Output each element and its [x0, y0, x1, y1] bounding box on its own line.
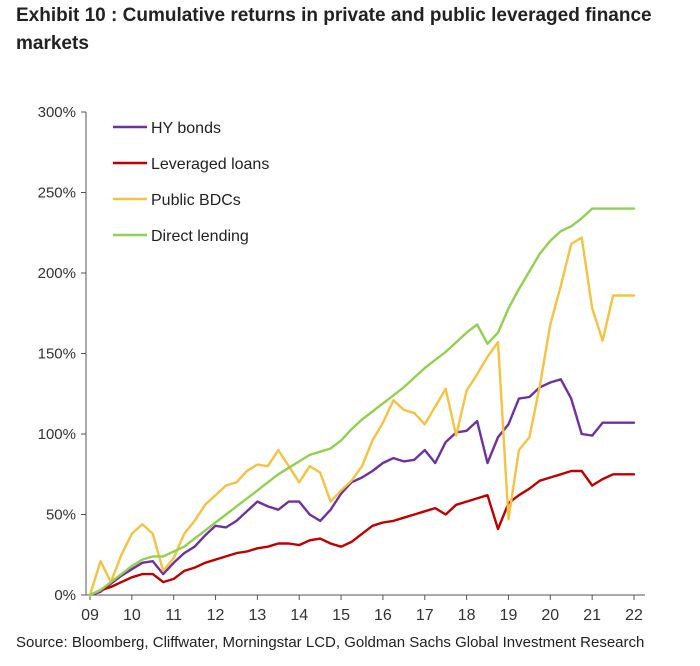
- x-tick-label: 10: [123, 607, 141, 624]
- series-line-direct-lending: [88, 207, 636, 597]
- y-tick-label: 300%: [38, 104, 76, 121]
- x-tick-label: 14: [290, 607, 308, 624]
- y-tick-label: 100%: [38, 426, 76, 443]
- y-tick-label: 250%: [38, 185, 76, 202]
- line-chart: 0% 50% 100% 150% 200% 250% 300% 09 10 11 12 13 14 15 1…: [38, 104, 645, 624]
- axes: 0% 50% 100% 150% 200% 250% 300% 09 10 11 12 13 14 15 1…: [38, 104, 645, 624]
- chart-title: Exhibit 10 : Cumulative returns in priva…: [16, 5, 652, 54]
- x-tick-label: 11: [165, 607, 182, 624]
- y-tick-label: 50%: [46, 507, 76, 524]
- x-tick-label: 17: [416, 607, 434, 624]
- series-line-hy-bonds: [88, 378, 636, 597]
- x-tick-label: 20: [541, 607, 559, 624]
- legend-label-leveraged-loans: Leveraged loans: [151, 156, 269, 173]
- x-tick-label: 09: [81, 607, 99, 624]
- series-line-public-bdcs: [88, 236, 636, 597]
- y-tick-label: 200%: [38, 265, 76, 282]
- series-lines: [88, 207, 636, 597]
- x-tick-label: 16: [374, 607, 392, 624]
- legend-label-direct-lending: Direct lending: [151, 228, 249, 245]
- y-tick-label: 150%: [38, 346, 76, 363]
- x-tick-label: 13: [248, 607, 266, 624]
- series-line-leveraged-loans: [88, 469, 636, 597]
- x-tick-label: 18: [458, 607, 476, 624]
- legend: HY bonds Leveraged loans Public BDCs Direct…: [113, 120, 269, 245]
- x-tick-label: 19: [500, 607, 518, 624]
- source-note: Source: Bloomberg, Cliffwater, Morningst…: [16, 634, 645, 651]
- legend-label-hy-bonds: HY bonds: [151, 120, 221, 137]
- x-tick-label: 15: [332, 607, 350, 624]
- x-tick-label: 21: [583, 607, 601, 624]
- x-tick-label: 12: [207, 607, 225, 624]
- y-tick-label: 0%: [54, 587, 76, 604]
- x-tick-label: 22: [625, 607, 643, 624]
- legend-label-public-bdcs: Public BDCs: [151, 192, 241, 209]
